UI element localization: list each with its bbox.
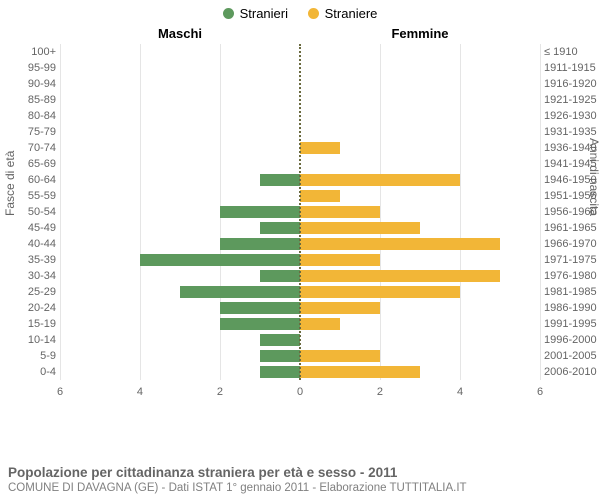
top-headers: Maschi Femmine: [60, 26, 540, 41]
bar-male: [260, 270, 300, 282]
bar-male: [260, 350, 300, 362]
age-label: 5-9: [6, 348, 56, 364]
age-label: 60-64: [6, 172, 56, 188]
age-label: 70-74: [6, 140, 56, 156]
bar-male: [220, 206, 300, 218]
bar-female: [300, 302, 380, 314]
bar-male: [260, 174, 300, 186]
age-label: 65-69: [6, 156, 56, 172]
age-label: 15-19: [6, 316, 56, 332]
bar-female: [300, 174, 460, 186]
x-tick-label: 4: [137, 386, 143, 398]
gridline: [540, 44, 541, 380]
bar-male: [220, 318, 300, 330]
bar-female: [300, 222, 420, 234]
bar-male: [180, 286, 300, 298]
age-label: 20-24: [6, 300, 56, 316]
age-label: 55-59: [6, 188, 56, 204]
bar-female: [300, 270, 500, 282]
birth-year-label: 1981-1985: [544, 284, 600, 300]
birth-year-label: 1996-2000: [544, 332, 600, 348]
header-male: Maschi: [60, 26, 300, 41]
age-label: 40-44: [6, 236, 56, 252]
bar-female: [300, 318, 340, 330]
age-label: 35-39: [6, 252, 56, 268]
age-label: 75-79: [6, 124, 56, 140]
birth-year-label: 1946-1950: [544, 172, 600, 188]
x-tick-label: 6: [537, 386, 543, 398]
birth-year-label: 2006-2010: [544, 364, 600, 380]
bar-female: [300, 142, 340, 154]
bar-female: [300, 254, 380, 266]
legend-male-swatch: [223, 8, 234, 19]
birth-year-label: 1926-1930: [544, 108, 600, 124]
bar-female: [300, 286, 460, 298]
birth-year-label: 1961-1965: [544, 220, 600, 236]
birth-year-label: 1956-1960: [544, 204, 600, 220]
legend-male: Stranieri: [223, 6, 288, 21]
bar-female: [300, 238, 500, 250]
age-label: 90-94: [6, 76, 56, 92]
birth-year-label: 1951-1955: [544, 188, 600, 204]
bar-female: [300, 190, 340, 202]
chart-title: Popolazione per cittadinanza straniera p…: [8, 465, 467, 480]
plot: 6420246100+≤ 191095-991911-191590-941916…: [60, 44, 540, 380]
birth-year-label: 1991-1995: [544, 316, 600, 332]
x-tick-label: 6: [57, 386, 63, 398]
birth-year-label: 1921-1925: [544, 92, 600, 108]
x-tick-label: 0: [297, 386, 303, 398]
birth-year-label: 1911-1915: [544, 60, 600, 76]
bar-male: [260, 366, 300, 378]
legend-female-swatch: [308, 8, 319, 19]
bar-male: [140, 254, 300, 266]
bar-male: [260, 222, 300, 234]
bar-female: [300, 206, 380, 218]
birth-year-label: 1966-1970: [544, 236, 600, 252]
birth-year-label: 1971-1975: [544, 252, 600, 268]
bar-male: [260, 334, 300, 346]
birth-year-label: 1916-1920: [544, 76, 600, 92]
birth-year-label: 1941-1945: [544, 156, 600, 172]
age-label: 95-99: [6, 60, 56, 76]
age-label: 80-84: [6, 108, 56, 124]
birth-year-label: 1976-1980: [544, 268, 600, 284]
x-tick-label: 4: [457, 386, 463, 398]
age-label: 0-4: [6, 364, 56, 380]
header-female: Femmine: [300, 26, 540, 41]
birth-year-label: 1931-1935: [544, 124, 600, 140]
bar-female: [300, 350, 380, 362]
chart-subtitle: COMUNE DI DAVAGNA (GE) - Dati ISTAT 1° g…: [8, 482, 467, 494]
legend: Stranieri Straniere: [0, 0, 600, 22]
bar-male: [220, 302, 300, 314]
centerline: [299, 44, 301, 380]
age-label: 25-29: [6, 284, 56, 300]
birth-year-label: 1936-1940: [544, 140, 600, 156]
birth-year-label: 1986-1990: [544, 300, 600, 316]
age-label: 10-14: [6, 332, 56, 348]
age-label: 50-54: [6, 204, 56, 220]
birth-year-label: 2001-2005: [544, 348, 600, 364]
age-label: 30-34: [6, 268, 56, 284]
age-label: 45-49: [6, 220, 56, 236]
chart-area: Maschi Femmine Fasce di età Anni di nasc…: [60, 26, 540, 406]
footer: Popolazione per cittadinanza straniera p…: [8, 465, 467, 494]
x-tick-label: 2: [377, 386, 383, 398]
bar-female: [300, 366, 420, 378]
birth-year-label: ≤ 1910: [544, 44, 600, 60]
x-tick-label: 2: [217, 386, 223, 398]
legend-male-label: Stranieri: [240, 6, 288, 21]
legend-female-label: Straniere: [325, 6, 378, 21]
age-label: 85-89: [6, 92, 56, 108]
bar-male: [220, 238, 300, 250]
age-label: 100+: [6, 44, 56, 60]
legend-female: Straniere: [308, 6, 378, 21]
